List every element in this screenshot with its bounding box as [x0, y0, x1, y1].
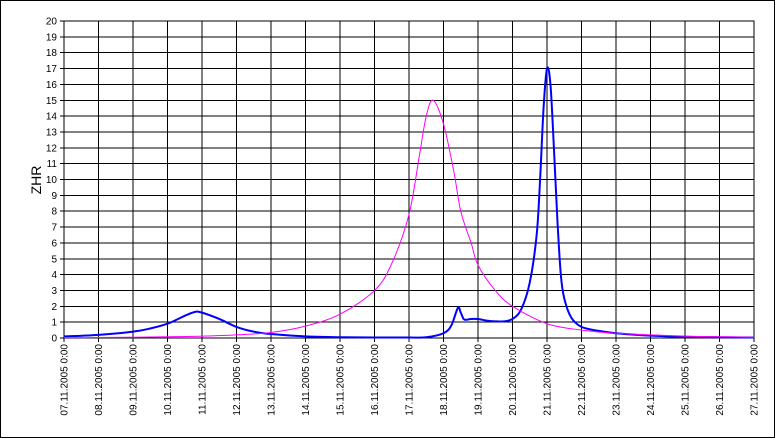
x-tick-label: 26.11.2005 0:00	[715, 344, 726, 416]
y-tick-label: 5	[51, 254, 57, 265]
y-tick-label: 10	[46, 175, 58, 186]
y-tick-label: 1	[51, 318, 57, 329]
y-tick-label: 8	[51, 207, 57, 218]
x-tick-label: 25.11.2005 0:00	[681, 344, 692, 416]
x-tick-label: 21.11.2005 0:00	[543, 344, 554, 416]
x-tick-label: 22.11.2005 0:00	[577, 344, 588, 416]
x-tick-label: 20.11.2005 0:00	[508, 344, 519, 416]
x-tick-label: 07.11.2005 0:00	[60, 344, 71, 416]
y-tick-label: 17	[46, 64, 58, 75]
y-tick-label: 6	[51, 238, 57, 249]
x-tick-label: 11.11.2005 0:00	[198, 344, 209, 415]
x-tick-label: 23.11.2005 0:00	[612, 344, 623, 416]
x-tick-label: 27.11.2005 0:00	[750, 344, 761, 416]
y-tick-label: 14	[46, 112, 58, 123]
x-tick-label: 12.11.2005 0:00	[232, 344, 243, 416]
y-tick-label: 20	[46, 17, 58, 28]
x-tick-label: 19.11.2005 0:00	[474, 344, 485, 416]
y-tick-label: 11	[47, 159, 58, 170]
y-tick-label: 3	[51, 286, 57, 297]
y-tick-label: 2	[51, 302, 57, 313]
x-tick-label: 09.11.2005 0:00	[129, 344, 140, 416]
x-tick-label: 17.11.2005 0:00	[405, 344, 416, 416]
y-tick-label: 12	[46, 143, 58, 154]
x-tick-label: 15.11.2005 0:00	[336, 344, 347, 416]
x-tick-label: 16.11.2005 0:00	[370, 344, 381, 416]
y-tick-label: 16	[46, 80, 58, 91]
x-tick-label: 08.11.2005 0:00	[94, 344, 105, 416]
x-tick-label: 10.11.2005 0:00	[163, 344, 174, 416]
x-axis-ticks: 07.11.2005 0:00 08.11.2005 0:00 09.11.2005…	[60, 338, 761, 416]
x-tick-label: 24.11.2005 0:00	[646, 344, 657, 416]
y-tick-label: 13	[46, 127, 58, 138]
series-line-1	[63, 66, 755, 339]
y-axis-label: ZHR	[28, 166, 44, 195]
grid	[63, 20, 755, 339]
series-group	[63, 66, 755, 339]
y-tick-label: 18	[46, 48, 58, 59]
y-tick-label: 9	[51, 191, 57, 202]
x-tick-label: 18.11.2005 0:00	[439, 344, 450, 416]
y-tick-label: 15	[46, 96, 58, 107]
x-tick-label: 14.11.2005 0:00	[301, 344, 312, 416]
y-tick-label: 4	[51, 270, 57, 281]
y-tick-label: 7	[51, 223, 57, 234]
x-tick-label: 13.11.2005 0:00	[267, 344, 278, 416]
y-tick-label: 19	[46, 32, 58, 43]
series-line-2	[63, 99, 755, 339]
y-tick-label: 0	[51, 334, 57, 345]
